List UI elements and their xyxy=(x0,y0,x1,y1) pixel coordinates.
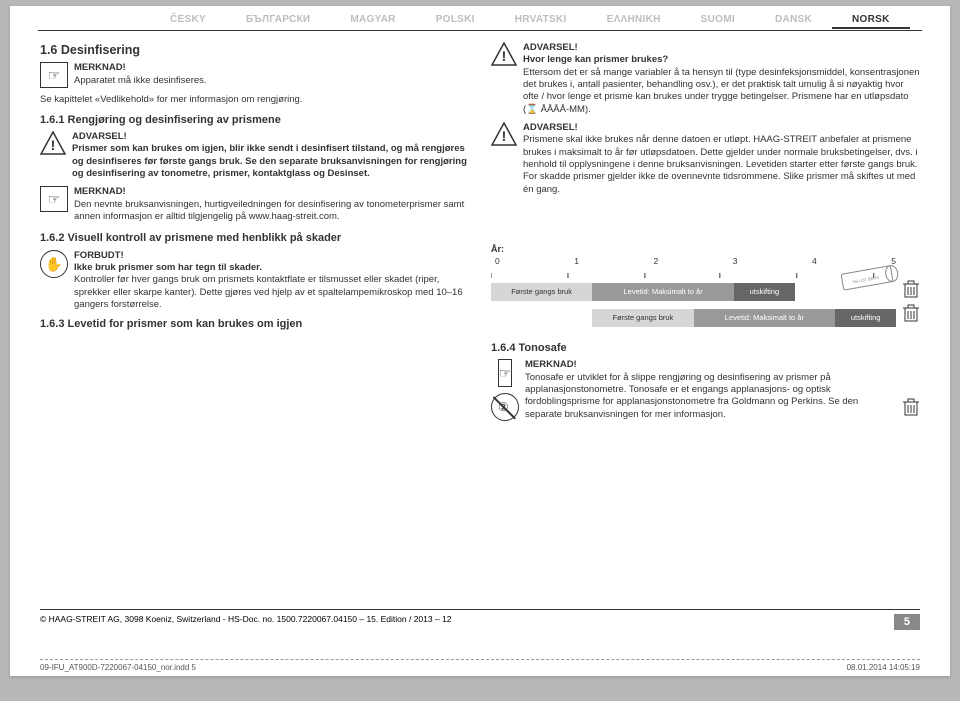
right-column: ! ADVARSEL! Hvor lenge kan prismer bruke… xyxy=(491,42,920,618)
lang-pl[interactable]: POLSKI xyxy=(416,14,495,29)
lang-da[interactable]: DANSK xyxy=(755,14,832,29)
heading-1-6: 1.6 Desinfisering xyxy=(40,42,469,58)
left-column: 1.6 Desinfisering ☞ MERKNAD! Apparatet m… xyxy=(40,42,469,618)
svg-text:!: ! xyxy=(502,128,507,144)
forbidden-detail: Kontroller før hver gangs bruk om prisme… xyxy=(74,274,469,311)
warning-lead: Hvor lenge kan prismer brukes? xyxy=(523,54,920,66)
trash-icon-side xyxy=(902,397,920,421)
heading-1-6-3: 1.6.3 Levetid for prismer som kan brukes… xyxy=(40,317,469,331)
forbidden-title: FORBUDT! xyxy=(74,250,469,262)
lang-cs[interactable]: ČESKY xyxy=(150,14,226,29)
heading-1-6-1: 1.6.1 Rengjøring og desinfisering av pri… xyxy=(40,113,469,127)
timeline-row-1: Første gangs bruk Levetid: Maksimalt to … xyxy=(491,283,896,301)
tick: 2 xyxy=(654,256,659,267)
warning-title: ADVARSEL! xyxy=(523,42,920,54)
footer-date: 08.01.2014 14:05:19 xyxy=(847,663,920,672)
warning-2: ! ADVARSEL! Hvor lenge kan prismer bruke… xyxy=(491,42,920,116)
trash-icon xyxy=(902,303,920,323)
note-1: ☞ MERKNAD! Apparatet må ikke desinfisere… xyxy=(40,62,469,88)
lang-no[interactable]: NORSK xyxy=(832,14,910,29)
header-rule xyxy=(38,30,922,31)
warning-triangle-icon: ! xyxy=(491,42,517,70)
warning-1: ! ADVARSEL! Prismer som kan brukes om ig… xyxy=(40,131,469,180)
warning-title: ADVARSEL! xyxy=(523,122,920,134)
warning-body: Ettersom det er så mange variabler å ta … xyxy=(523,67,920,116)
lang-el[interactable]: ΕΛΛΗΝΙΚΗ xyxy=(587,14,681,29)
note-body: Tonosafe er utviklet for å slippe rengjø… xyxy=(525,372,896,421)
lang-hr[interactable]: HRVATSKI xyxy=(495,14,587,29)
language-list: ČESKY БЪЛГАРСКИ MAGYAR POLSKI HRVATSKI Ε… xyxy=(10,14,950,29)
note-body: Apparatet må ikke desinfiseres. xyxy=(74,75,469,87)
tick: 0 xyxy=(495,256,500,267)
tick: 3 xyxy=(733,256,738,267)
svg-text:!: ! xyxy=(502,48,507,64)
para-maintenance: Se kapittelet «Vedlikehold» for mer info… xyxy=(40,94,469,106)
trash-icon xyxy=(902,397,920,417)
heading-1-6-2: 1.6.2 Visuell kontroll av prismene med h… xyxy=(40,231,469,245)
lang-fi[interactable]: SUOMI xyxy=(681,14,755,29)
bar-disposal: utskifting xyxy=(835,309,896,327)
forbidden-block: ✋ FORBUDT! Ikke bruk prismer som har teg… xyxy=(40,250,469,312)
lang-hu[interactable]: MAGYAR xyxy=(330,14,415,29)
timeline-chart: Første gangs bruk Levetid: Maksimalt to … xyxy=(491,273,920,371)
lang-bg[interactable]: БЪЛГАРСКИ xyxy=(226,14,330,29)
warning-triangle-icon: ! xyxy=(40,131,66,159)
bar-lifetime: Levetid: Maksimalt to år xyxy=(694,309,836,327)
content-area: 1.6 Desinfisering ☞ MERKNAD! Apparatet m… xyxy=(40,42,920,618)
timeline-label: År: xyxy=(491,244,920,256)
note-title: MERKNAD! xyxy=(74,186,469,198)
footer-meta: 09-IFU_AT900D-7220067-04150_nor.indd 5 0… xyxy=(40,659,920,672)
warning-3: ! ADVARSEL! Prismene skal ikke brukes nå… xyxy=(491,122,920,196)
tick: 1 xyxy=(574,256,579,267)
pointing-hand-icon: ☞ xyxy=(40,62,68,88)
page-number: 5 xyxy=(894,614,920,630)
page: ČESKY БЪЛГАРСКИ MAGYAR POLSKI HRVATSKI Ε… xyxy=(10,6,950,676)
bar-lifetime: Levetid: Maksimalt to år xyxy=(592,283,734,301)
no-reuse-icon: ② xyxy=(491,393,519,421)
footer-file: 09-IFU_AT900D-7220067-04150_nor.indd 5 xyxy=(40,663,196,672)
warning-triangle-icon: ! xyxy=(491,122,517,150)
note-title: MERKNAD! xyxy=(74,62,469,74)
tick: 4 xyxy=(812,256,817,267)
forbidden-lead: Ikke bruk prismer som har tegn til skade… xyxy=(74,262,469,274)
bar-first-use: Første gangs bruk xyxy=(491,283,592,301)
timeline-row-2: Første gangs bruk Levetid: Maksimalt to … xyxy=(491,309,896,327)
svg-text:!: ! xyxy=(51,137,56,153)
warning-body: Prismene skal ikke brukes når denne dato… xyxy=(523,134,920,196)
bar-disposal: utskifting xyxy=(734,283,795,301)
trash-icon xyxy=(902,279,920,299)
note-body: Den nevnte bruksanvisningen, hurtigveile… xyxy=(74,199,469,224)
copyright-row: © HAAG-STREIT AG, 3098 Koeniz, Switzerla… xyxy=(40,609,920,630)
trash-col xyxy=(902,279,920,323)
copyright-text: © HAAG-STREIT AG, 3098 Koeniz, Switzerla… xyxy=(40,614,452,630)
warning-body: Prismer som kan brukes om igjen, blir ik… xyxy=(72,143,469,180)
bar-first-use: Første gangs bruk xyxy=(592,309,693,327)
stop-hand-icon: ✋ xyxy=(40,250,68,278)
tick-marks xyxy=(491,273,920,279)
warning-title: ADVARSEL! xyxy=(72,131,469,143)
pointing-hand-icon: ☞ xyxy=(40,186,68,212)
note-2: ☞ MERKNAD! Den nevnte bruksanvisningen, … xyxy=(40,186,469,223)
